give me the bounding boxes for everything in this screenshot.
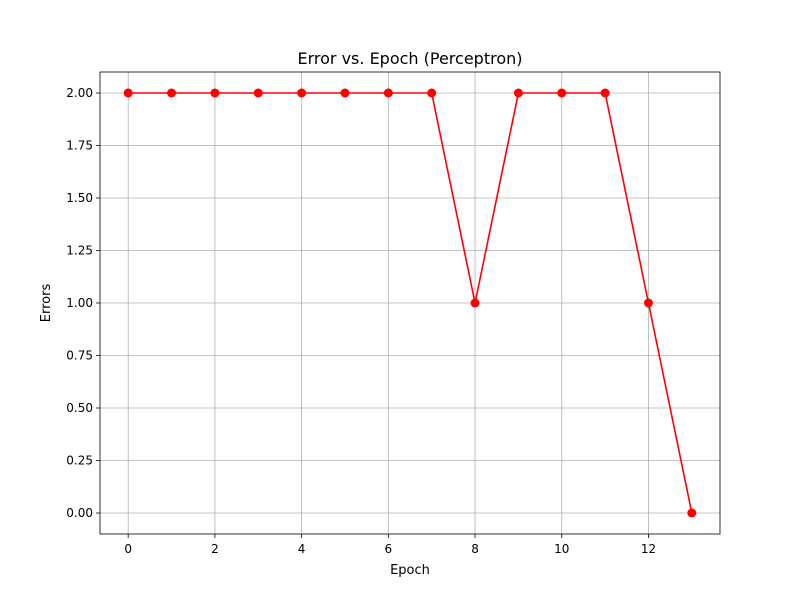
series-line xyxy=(128,92,693,514)
data-point xyxy=(123,88,133,98)
data-point xyxy=(427,88,437,98)
data-point xyxy=(643,298,653,308)
series-layer xyxy=(123,88,697,518)
axis-ticks: 0 2 4 6 8 10 12 0.00 0.25 0.50 0.75 1.00 1.25 1.50 1.7… xyxy=(66,86,656,556)
y-tick-label: 1.75 xyxy=(66,139,93,153)
data-point xyxy=(557,88,567,98)
y-tick-label: 1.25 xyxy=(66,244,93,258)
data-point xyxy=(167,88,177,98)
x-axis-label: Epoch xyxy=(390,563,430,578)
data-point xyxy=(253,88,263,98)
data-point xyxy=(383,88,393,98)
data-point xyxy=(297,88,307,98)
x-tick-label: 2 xyxy=(211,542,219,556)
data-point xyxy=(600,88,610,98)
y-tick-label: 1.00 xyxy=(66,296,93,310)
plot-frame xyxy=(99,71,721,535)
x-tick-label: 0 xyxy=(124,542,132,556)
y-tick-label: 1.50 xyxy=(66,191,93,205)
x-tick-label: 10 xyxy=(554,542,569,556)
x-tick-label: 6 xyxy=(385,542,393,556)
y-tick-label: 0.75 xyxy=(66,349,93,363)
data-point xyxy=(687,508,697,518)
x-tick-label: 4 xyxy=(298,542,306,556)
y-tick-label: 2.00 xyxy=(66,86,93,100)
y-axis-label: Errors xyxy=(39,284,54,323)
chart-title: Error vs. Epoch (Perceptron) xyxy=(298,49,523,68)
data-point xyxy=(513,88,523,98)
x-tick-label: 8 xyxy=(471,542,479,556)
data-point xyxy=(470,298,480,308)
x-tick-label: 12 xyxy=(641,542,656,556)
data-point xyxy=(210,88,220,98)
y-tick-label: 0.25 xyxy=(66,454,93,468)
y-tick-label: 0.00 xyxy=(66,506,93,520)
y-tick-label: 0.50 xyxy=(66,401,93,415)
data-point xyxy=(340,88,350,98)
